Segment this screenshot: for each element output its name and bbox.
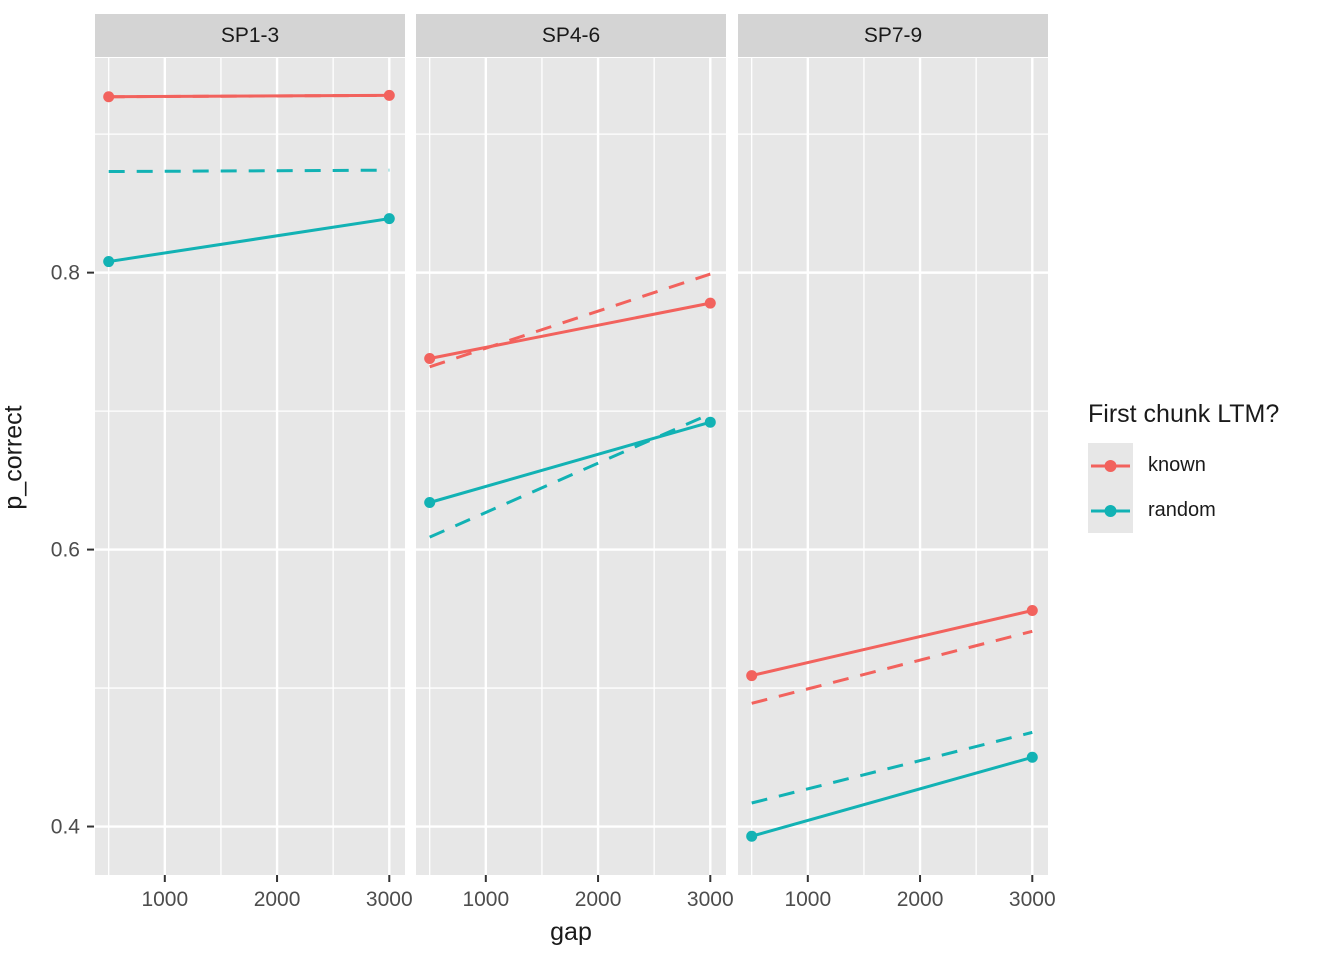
x-tick-label: 2000 — [897, 888, 944, 911]
legend-label: known — [1148, 454, 1206, 476]
series-line-random-dashed — [108, 168, 390, 174]
series-line-known-solid — [429, 301, 711, 360]
y-tick-label: 0.6 — [51, 539, 80, 562]
series-line-random-dashed — [751, 730, 1033, 805]
facet-strip-sp7-9: SP7-9 — [738, 14, 1048, 57]
legend-label: random — [1148, 499, 1216, 521]
series-line-random-solid — [108, 217, 390, 264]
legend-keys: known random — [1088, 443, 1338, 533]
x-tick-label: 1000 — [462, 888, 509, 911]
line-point-symbol-icon — [1091, 504, 1130, 517]
panel-background — [95, 58, 405, 875]
data-point-random — [746, 830, 758, 842]
series-line-random-solid — [751, 755, 1033, 838]
data-point-random — [383, 213, 395, 225]
data-point-known — [383, 89, 395, 101]
facet-strip-label: SP1-3 — [220, 23, 280, 47]
legend-title: First chunk LTM? — [1088, 400, 1280, 428]
legend-key-box — [1088, 488, 1133, 533]
panel-background — [416, 58, 726, 875]
x-tick-label: 3000 — [1009, 888, 1056, 911]
legend: First chunk LTM? known ran — [1088, 400, 1338, 533]
x-tick-label: 2000 — [254, 888, 301, 911]
series-line-known-dashed — [429, 272, 711, 369]
facet-strip-label: SP7-9 — [863, 23, 923, 47]
legend-entry-random: random — [1088, 488, 1338, 533]
legend-key-box — [1088, 443, 1133, 488]
x-tick-label: 2000 — [575, 888, 622, 911]
x-axis-title: gap — [550, 918, 592, 946]
series-line-known-solid — [751, 609, 1033, 678]
data-point-random — [103, 256, 115, 268]
x-tick-label: 3000 — [366, 888, 413, 911]
data-point-known — [424, 352, 436, 364]
y-tick-label: 0.8 — [51, 262, 80, 285]
data-point-random — [1026, 751, 1038, 763]
x-tick-label: 1000 — [784, 888, 831, 911]
series-line-random-solid — [429, 420, 711, 504]
x-tick-label: 1000 — [141, 888, 188, 911]
data-point-known — [103, 91, 115, 103]
facet-strip-label: SP4-6 — [541, 23, 601, 47]
series-line-known-dashed — [751, 629, 1033, 705]
series-line-known-solid — [108, 93, 390, 99]
data-point-random — [704, 416, 716, 428]
line-point-symbol-icon — [1091, 459, 1130, 472]
legend-entry-known: known — [1088, 443, 1338, 488]
y-tick-label: 0.4 — [51, 816, 81, 839]
data-point-known — [746, 670, 758, 682]
data-point-random — [424, 497, 436, 509]
x-tick-label: 3000 — [687, 888, 734, 911]
panel-background — [738, 58, 1048, 875]
y-axis-title: p_correct — [0, 405, 28, 510]
data-point-known — [1026, 605, 1038, 617]
facet-strip-sp4-6: SP4-6 — [416, 14, 726, 57]
facet-strip-sp1-3: SP1-3 — [95, 14, 405, 57]
data-point-known — [704, 297, 716, 309]
